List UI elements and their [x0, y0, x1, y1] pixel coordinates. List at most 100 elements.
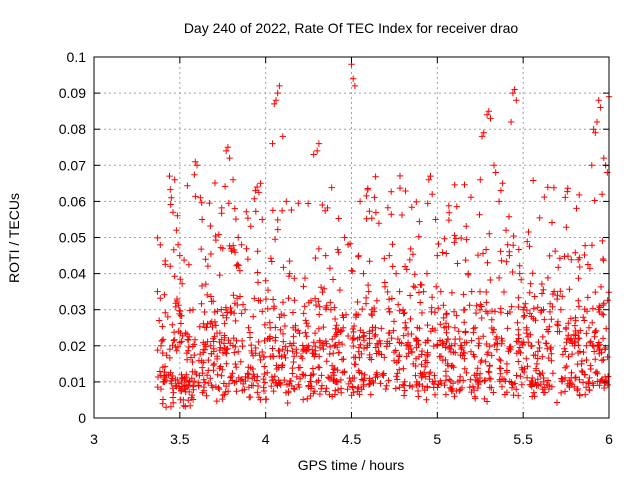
data-point: [238, 376, 246, 383]
x-axis-ticks: 3 3.5 4 4.5 5 5.5 6: [90, 57, 613, 447]
data-point: [515, 303, 522, 311]
data-point: [431, 372, 438, 379]
data-point: [528, 377, 535, 385]
data-point: [320, 285, 328, 292]
data-point: [355, 384, 362, 391]
data-point: [390, 318, 398, 325]
data-point: [549, 370, 557, 377]
data-point: [384, 204, 392, 211]
data-point: [363, 215, 370, 222]
data-point: [392, 385, 399, 392]
data-point: [508, 384, 516, 391]
data-point: [182, 329, 189, 337]
y-tick-label: 0.06: [59, 193, 86, 209]
data-point: [295, 200, 302, 207]
data-point: [403, 342, 410, 349]
data-point: [418, 347, 426, 355]
data-point: [540, 389, 547, 396]
data-point: [333, 329, 341, 336]
data-point: [476, 211, 483, 218]
data-point: [364, 185, 371, 192]
data-point: [568, 350, 576, 358]
data-point: [211, 179, 219, 187]
data-point: [310, 339, 317, 346]
data-point: [303, 320, 310, 327]
data-point: [315, 245, 323, 253]
y-tick-label: 0.1: [67, 49, 87, 65]
data-point: [323, 358, 330, 365]
data-point: [157, 342, 165, 349]
data-point: [291, 275, 298, 282]
data-point: [483, 111, 491, 118]
data-point: [354, 388, 361, 395]
data-point: [310, 370, 317, 378]
data-point: [467, 194, 475, 201]
data-point: [441, 381, 448, 389]
data-point: [572, 249, 579, 256]
data-point: [557, 288, 564, 295]
data-point: [178, 280, 186, 287]
data-point: [596, 304, 604, 311]
data-point: [366, 330, 373, 337]
data-point: [167, 186, 174, 193]
data-point: [490, 389, 497, 396]
data-point: [157, 295, 164, 302]
data-point: [543, 340, 550, 347]
data-point: [251, 295, 258, 302]
data-point: [533, 360, 541, 368]
data-point: [446, 376, 453, 383]
data-point: [518, 381, 525, 388]
data-point: [539, 333, 546, 341]
data-point: [364, 342, 371, 349]
data-point: [318, 385, 325, 392]
data-point: [312, 301, 320, 309]
data-point: [318, 372, 325, 379]
data-point: [584, 261, 592, 268]
data-point: [236, 293, 244, 300]
data-point: [476, 340, 483, 347]
data-point: [598, 376, 605, 384]
data-point: [368, 356, 375, 363]
data-point: [200, 320, 207, 327]
data-point: [255, 338, 262, 346]
data-point: [351, 361, 358, 368]
data-point: [270, 387, 277, 395]
data-point: [200, 387, 208, 394]
y-tick-label: 0.05: [59, 230, 86, 246]
data-point: [392, 270, 400, 277]
data-point: [354, 335, 361, 343]
data-point: [254, 373, 261, 380]
data-point: [437, 321, 444, 328]
data-point: [511, 86, 518, 93]
data-point: [574, 387, 581, 394]
data-point: [268, 377, 276, 384]
data-point: [536, 370, 543, 377]
data-point: [159, 336, 167, 343]
data-point: [599, 237, 606, 245]
data-point: [375, 220, 383, 227]
data-point: [434, 341, 441, 348]
data-point: [590, 126, 597, 133]
data-point: [234, 261, 241, 268]
data-point: [501, 391, 509, 398]
data-point: [231, 205, 238, 212]
data-point: [198, 199, 205, 206]
data-point: [493, 346, 501, 353]
data-point: [260, 375, 267, 383]
data-point: [396, 184, 404, 192]
data-point: [496, 378, 504, 385]
data-point: [281, 322, 289, 330]
data-point: [279, 330, 287, 338]
data-point: [162, 261, 169, 268]
data-point: [498, 335, 505, 342]
data-point: [157, 372, 164, 379]
data-point: [394, 370, 401, 377]
data-point: [495, 198, 503, 205]
data-point: [172, 382, 179, 389]
data-point: [487, 276, 494, 284]
data-point: [427, 369, 434, 376]
data-point: [544, 274, 552, 282]
y-tick-label: 0.02: [59, 338, 86, 354]
data-point: [302, 329, 309, 336]
data-point: [513, 386, 520, 393]
